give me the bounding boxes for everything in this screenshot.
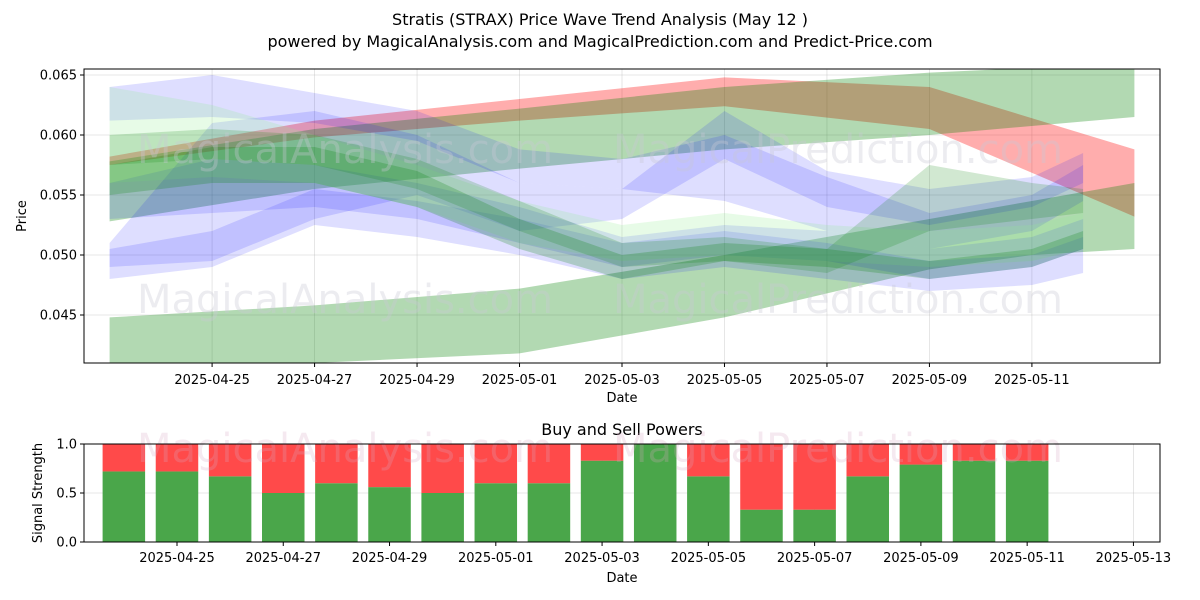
price-x-ticks: 2025-04-25 2025-04-27 2025-04-29 2025-05-01… (174, 363, 1070, 388)
band-layer (109, 69, 1135, 363)
y-tick-label: 0.045 (40, 309, 77, 324)
y-tick-label: 0.065 (40, 69, 77, 84)
buy-bar (899, 464, 943, 542)
buy-bar (846, 476, 890, 542)
buy-bar (208, 476, 252, 542)
sell-bar (740, 444, 783, 510)
y-tick-label: 0.055 (40, 189, 77, 204)
y-tick-label: 0.0 (56, 536, 77, 551)
buy-bar (687, 476, 730, 542)
sell-bar (102, 444, 146, 472)
x-tick-label: 2025-05-11 (994, 373, 1070, 388)
watermark-text: MagicalAnalysis.com (137, 277, 553, 323)
x-tick-label: 2025-05-13 (1096, 551, 1172, 566)
x-tick-label: 2025-05-01 (458, 551, 534, 566)
sell-bar (315, 444, 358, 484)
signal-watermarks: MagicalAnalysis.com MagicalPrediction.co… (137, 426, 1063, 472)
x-tick-label: 2025-05-01 (482, 373, 558, 388)
price-wave-panel: MagicalAnalysis.com MagicalPrediction.co… (15, 68, 1161, 406)
buy-bar (952, 460, 996, 542)
x-tick-label: 2025-05-07 (777, 551, 853, 566)
buy-bar (633, 444, 677, 542)
watermark-text: MagicalPrediction.com (613, 426, 1063, 472)
x-tick-label: 2025-04-27 (277, 373, 353, 388)
x-tick-label: 2025-05-03 (564, 551, 640, 566)
wave-band (109, 159, 1084, 279)
signal-x-ticks: 2025-04-25 2025-04-27 2025-04-29 2025-05-01… (139, 542, 1171, 566)
y-tick-label: 0.050 (40, 249, 77, 264)
wave-band (109, 77, 1135, 217)
sell-bar (474, 444, 518, 484)
sell-bar (421, 444, 464, 493)
price-plot-area (84, 69, 1160, 363)
figure-subtitle: powered by MagicalAnalysis.com and Magic… (267, 32, 932, 51)
sell-bar (262, 444, 305, 493)
price-bands (109, 69, 1135, 363)
x-tick-label: 2025-04-29 (352, 551, 428, 566)
price-y-ticks: 0.045 0.050 0.055 0.060 0.065 (40, 69, 84, 324)
watermark-text: MagicalPrediction.com (613, 127, 1063, 173)
buy-bar (421, 493, 464, 542)
buy-bar (315, 483, 358, 542)
x-tick-label: 2025-05-09 (892, 373, 968, 388)
sell-bar (793, 444, 836, 510)
wave-band (109, 69, 1135, 222)
x-tick-label: 2025-04-25 (139, 551, 215, 566)
buy-bar (740, 509, 783, 542)
signal-bars (102, 444, 1049, 542)
x-tick-label: 2025-05-07 (789, 373, 865, 388)
y-tick-label: 0.5 (56, 487, 77, 502)
sell-bar (155, 444, 199, 472)
buy-bar (580, 460, 624, 542)
figure-title: Stratis (STRAX) Price Wave Trend Analysi… (392, 10, 808, 29)
sell-bar (208, 444, 252, 477)
x-tick-label: 2025-05-05 (687, 373, 763, 388)
sell-bar (846, 444, 890, 477)
price-grid (84, 69, 1160, 363)
x-tick-label: 2025-04-29 (379, 373, 455, 388)
y-tick-label: 0.060 (40, 129, 77, 144)
x-tick-label: 2025-05-03 (584, 373, 660, 388)
sell-bar (899, 444, 943, 465)
wave-band (109, 87, 1084, 267)
buy-bar (155, 471, 199, 542)
buy-sell-panel: Buy and Sell Powers MagicalAnalysis.com … (31, 420, 1171, 586)
buy-bar (527, 483, 571, 542)
watermark-text: MagicalPrediction.com (613, 277, 1063, 323)
x-tick-label: 2025-05-05 (671, 551, 747, 566)
wave-band (109, 129, 1084, 273)
wave-band (109, 183, 1135, 363)
sell-bar (368, 444, 411, 488)
sell-bar (580, 444, 624, 461)
sell-bar (527, 444, 571, 484)
signal-x-axis-label: Date (606, 571, 637, 586)
sell-bar (687, 444, 730, 477)
sell-bar (952, 444, 996, 461)
buy-bar (368, 487, 411, 542)
x-tick-label: 2025-05-11 (989, 551, 1065, 566)
signal-y-ticks: 0.0 0.5 1.0 (56, 438, 84, 551)
watermark-text: MagicalAnalysis.com (137, 426, 553, 472)
wave-band (109, 189, 1084, 291)
wave-band (109, 147, 1084, 279)
watermark-text: MagicalAnalysis.com (137, 127, 553, 173)
buy-bar (262, 493, 305, 542)
x-tick-label: 2025-05-09 (883, 551, 959, 566)
x-tick-label: 2025-04-27 (245, 551, 321, 566)
price-watermarks: MagicalAnalysis.com MagicalPrediction.co… (137, 127, 1063, 323)
x-tick-label: 2025-04-25 (174, 373, 250, 388)
wave-band (109, 75, 1084, 249)
sell-bar (1005, 444, 1049, 461)
buy-bar (102, 471, 146, 542)
buy-bar (474, 483, 518, 542)
buy-bar (1005, 460, 1049, 542)
y-tick-label: 1.0 (56, 438, 77, 453)
price-x-axis-label: Date (606, 391, 637, 406)
price-y-axis-label: Price (15, 200, 30, 232)
wave-band (109, 111, 1084, 267)
buy-sell-title: Buy and Sell Powers (541, 420, 703, 439)
buy-bar (793, 509, 836, 542)
signal-y-axis-label: Signal Strength (31, 443, 46, 543)
